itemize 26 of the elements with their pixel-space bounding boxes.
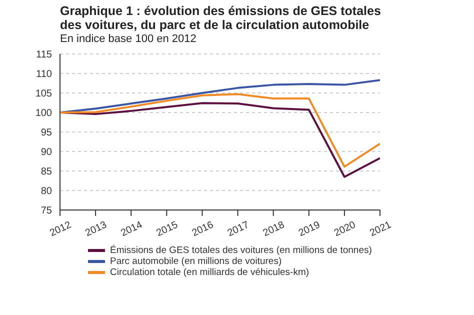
chart-title: Graphique 1 : évolution des émissions de GES totales des voitures, du parc et de la circulation automobile (60, 4, 382, 32)
y-tick-label: 105 (35, 88, 52, 100)
x-tick-label: 2014 (119, 219, 145, 240)
y-tick-label: 115 (36, 50, 52, 61)
y-tick-label: 75 (40, 206, 52, 217)
x-tick-label: 2019 (297, 219, 322, 240)
line-series (60, 93, 380, 168)
y-tick-label: 110 (36, 69, 52, 80)
line-series (60, 79, 380, 114)
x-tick-label: 2016 (190, 219, 216, 240)
x-tick-label: 2017 (226, 219, 252, 240)
legend-label: Circulation totale (en milliards de véhicules-km) (110, 267, 310, 278)
legend-label: Émissions de GES totales des voitures (en millions de tonnes) (110, 245, 372, 256)
x-tick-label: 2020 (332, 219, 358, 240)
legend-label: Parc automobile (en millions de voitures) (110, 256, 282, 267)
y-tick-label: 100 (35, 108, 52, 120)
x-tick-label: 2015 (154, 219, 180, 240)
x-tick-label: 2013 (84, 219, 109, 240)
y-tick-label: 95 (40, 128, 52, 139)
x-tick-label: 2012 (48, 219, 74, 240)
chart-subtitle: En indice base 100 en 2012 (60, 33, 198, 45)
y-tick-label: 80 (40, 186, 52, 198)
y-tick-label: 90 (40, 147, 52, 158)
y-tick-label: 85 (40, 166, 52, 178)
x-tick-label: 2018 (262, 219, 287, 240)
x-tick-label: 2021 (368, 219, 394, 240)
